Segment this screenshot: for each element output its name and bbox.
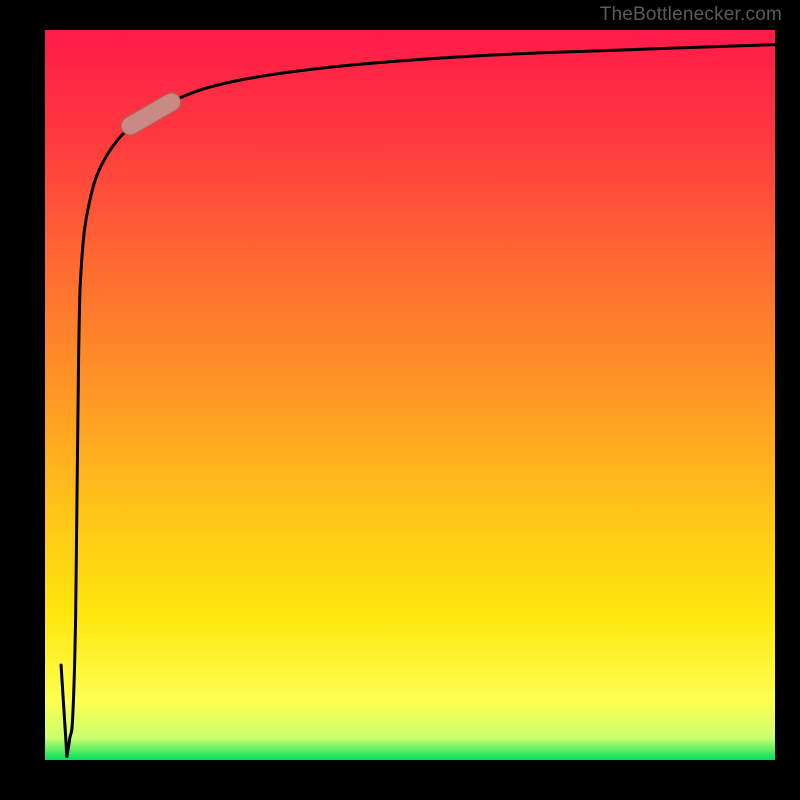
down-stroke [61,665,67,756]
curve-layer [45,30,775,760]
marker-segment [118,90,184,139]
main-curve [67,45,775,757]
watermark-text: TheBottlenecker.com [600,4,782,26]
marker-rect [118,90,184,139]
plot-area [45,30,775,760]
